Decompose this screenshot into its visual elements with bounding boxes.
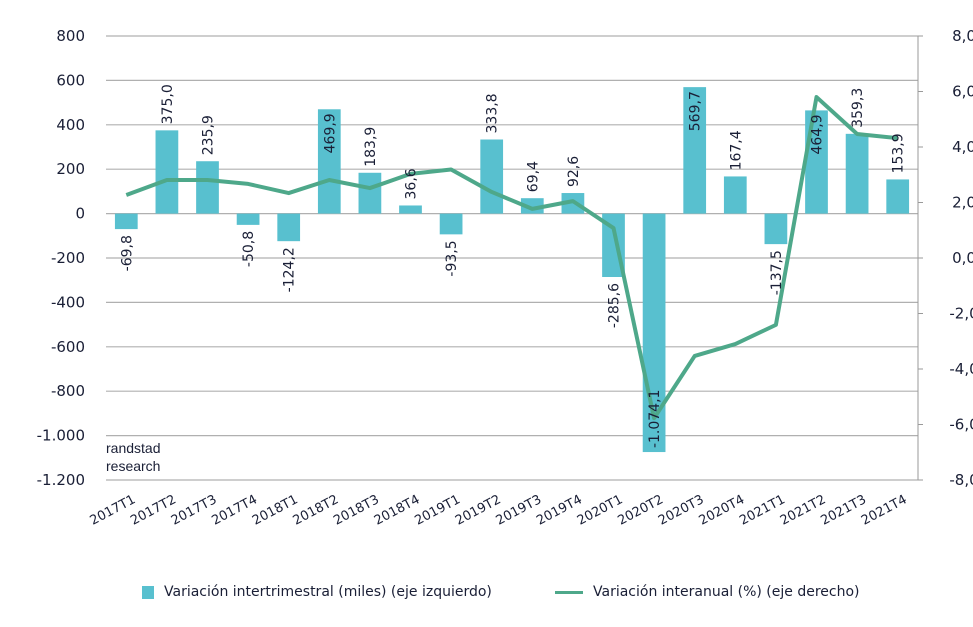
- legend: Variación intertrimestral (miles) (eje i…: [0, 584, 973, 608]
- bar-data-label: 92,6: [566, 156, 582, 187]
- bar-data-label: -1.074,1: [647, 390, 663, 449]
- x-tick-label: 2021T2: [778, 492, 829, 528]
- bar: [114, 213, 138, 230]
- right-tick-label: 4,0: [952, 138, 973, 156]
- right-tick-label: -6,0: [949, 416, 973, 434]
- left-tick-label: -200: [51, 249, 85, 267]
- legend-item-bars: Variación intertrimestral (miles) (eje i…: [142, 584, 492, 600]
- x-tick-label: 2021T4: [859, 492, 910, 528]
- x-tick-label: 2020T1: [575, 492, 626, 528]
- bar-data-label: 69,4: [525, 161, 541, 192]
- legend-line-label: Variación interanual (%) (eje derecho): [593, 584, 860, 600]
- left-tick-label: 200: [56, 160, 85, 178]
- right-tick-label: 6,0: [952, 83, 973, 101]
- bar-data-label: 464,9: [810, 114, 826, 154]
- x-tick-label: 2019T1: [412, 492, 463, 528]
- bar: [277, 213, 301, 242]
- bar-data-label: 375,0: [160, 84, 176, 124]
- bar-data-label: -285,6: [607, 283, 623, 328]
- x-tick-label: 2019T2: [453, 492, 504, 528]
- bar-data-label: -93,5: [444, 240, 460, 276]
- left-tick-label: 400: [56, 116, 85, 134]
- left-tick-label: 800: [56, 27, 85, 45]
- bar: [155, 130, 179, 214]
- right-axis: 8,0 6,0 4,0 2,0 0,0 -2,0 -4,0 -6,0 -8,0: [917, 27, 973, 489]
- gridlines: [106, 35, 918, 481]
- left-tick-label: -600: [51, 338, 85, 356]
- x-tick-label: 2017T2: [128, 492, 179, 528]
- bar: [439, 213, 463, 235]
- combo-chart: 800 600 400 200 0 -200 -400 -600 -800 -1.000 -1.20…: [37, 27, 973, 529]
- bar: [723, 176, 747, 214]
- left-axis-ticks: 800 600 400 200 0 -200 -400 -600 -800 -1.000 -1.20…: [37, 27, 85, 489]
- brand-annotation-line-2: research: [106, 458, 160, 474]
- legend-item-line: Variación interanual (%) (eje derecho): [555, 584, 860, 600]
- bar: [399, 205, 422, 214]
- bar: [764, 213, 788, 245]
- x-tick-label: 2021T3: [818, 492, 869, 528]
- bar: [480, 139, 504, 214]
- bar: [683, 87, 707, 214]
- x-tick-label: 2020T3: [656, 492, 707, 528]
- bar: [317, 109, 341, 214]
- line-path: [125, 95, 898, 421]
- bar-data-label: 359,3: [850, 88, 866, 128]
- bar: [196, 161, 219, 214]
- bar-data-label: 569,7: [688, 91, 704, 131]
- bar-data-label: -50,8: [241, 231, 257, 267]
- left-tick-label: 600: [56, 71, 85, 89]
- x-tick-label: 2019T4: [534, 492, 585, 528]
- x-tick-label: 2018T1: [250, 492, 301, 528]
- bar-data-label: 469,9: [322, 113, 338, 153]
- left-tick-label: -1.200: [37, 471, 85, 489]
- left-tick-label: 0: [75, 205, 85, 223]
- brand-annotation-line-1: randstad: [106, 440, 160, 456]
- bar: [845, 133, 869, 214]
- x-tick-label: 2020T2: [615, 492, 666, 528]
- bar-data-label: 167,4: [728, 130, 744, 170]
- bar-data-label: 235,9: [201, 115, 217, 155]
- bar: [236, 213, 260, 225]
- data-labels: -69,8 375,0 235,9 -50,8 -124,2 469,9 183,9 36,6…: [119, 84, 906, 448]
- bar: [358, 172, 382, 214]
- bar-series: [114, 87, 910, 453]
- x-axis-ticks: 2017T12017T22017T32017T42018T12018T22018…: [88, 492, 910, 528]
- bar-data-label: -137,5: [769, 250, 785, 295]
- left-tick-label: -1.000: [37, 427, 85, 445]
- bar-data-label: 333,8: [485, 93, 501, 133]
- bar-data-label: 183,9: [363, 127, 379, 167]
- bar-data-label: 36,6: [404, 168, 420, 199]
- x-tick-label: 2018T4: [372, 492, 423, 528]
- x-tick-label: 2020T4: [697, 492, 748, 528]
- legend-line-swatch: [555, 590, 583, 594]
- x-tick-label: 2017T1: [88, 492, 139, 528]
- x-tick-label: 2017T4: [209, 492, 260, 528]
- legend-bar-swatch: [142, 585, 154, 599]
- x-tick-label: 2018T2: [291, 492, 342, 528]
- left-tick-label: -400: [51, 293, 85, 311]
- right-tick-label: -2,0: [949, 305, 973, 323]
- x-tick-label: 2019T3: [494, 492, 545, 528]
- line-series: [125, 95, 898, 421]
- bar-data-label: 153,9: [891, 133, 907, 173]
- bar-data-label: -124,2: [282, 247, 298, 292]
- right-tick-label: 0,0: [952, 249, 973, 267]
- right-tick-label: -8,0: [949, 471, 973, 489]
- bar: [886, 179, 910, 214]
- left-tick-label: -800: [51, 382, 85, 400]
- x-tick-label: 2018T3: [331, 492, 382, 528]
- right-tick-label: -4,0: [949, 360, 973, 378]
- x-tick-label: 2017T3: [169, 492, 220, 528]
- right-tick-label: 8,0: [952, 27, 973, 45]
- legend-bar-label: Variación intertrimestral (miles) (eje i…: [164, 584, 492, 600]
- right-tick-label: 2,0: [952, 194, 973, 212]
- x-tick-label: 2021T1: [737, 492, 788, 528]
- bar-data-label: -69,8: [119, 235, 135, 271]
